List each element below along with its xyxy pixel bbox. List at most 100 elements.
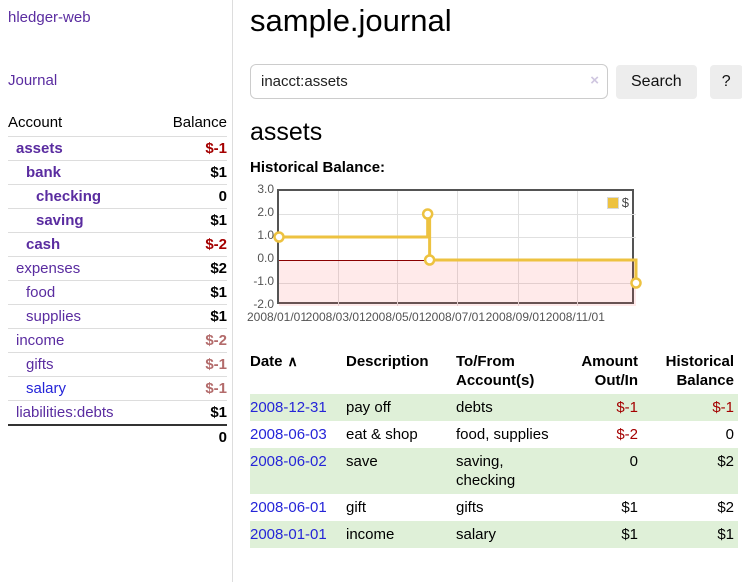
x-axis-tick: 2008/11/01: [545, 310, 605, 324]
transaction-date-link[interactable]: 2008-06-03: [250, 426, 327, 443]
register-row: 2008-06-03 eat & shop food, supplies $-2 0: [250, 421, 738, 448]
y-axis-tick: 3.0: [257, 182, 274, 196]
accounts-header-balance: Balance: [172, 114, 227, 131]
search-box: ×: [250, 64, 608, 99]
historical-balance-chart: $ 3.0 2.0 1.0 0.0 -1.0 -2.0 2008/01/01 2008/03/…: [247, 182, 680, 333]
register-header-row: Date ∧ Description To/From Account(s) Amo…: [250, 350, 738, 394]
transaction-description: save: [346, 453, 378, 470]
account-row: gifts $-1: [8, 352, 227, 377]
x-axis-tick: 2008/09/01: [485, 310, 546, 324]
account-link-food[interactable]: food: [26, 284, 56, 301]
legend-label: $: [621, 195, 629, 210]
account-row: salary $-1: [8, 376, 227, 401]
transaction-balance: $-1: [712, 399, 734, 416]
app-title-link[interactable]: hledger-web: [8, 9, 91, 26]
account-link-income[interactable]: income: [16, 332, 65, 349]
account-balance: $-1: [205, 140, 227, 157]
y-axis-tick: -2.0: [253, 297, 274, 311]
x-axis-tick: 2008/05/01: [365, 310, 426, 324]
search-input[interactable]: [250, 64, 608, 99]
account-link-supplies[interactable]: supplies: [26, 308, 82, 325]
clear-icon[interactable]: ×: [590, 72, 599, 89]
main-content: sample.journal × Search ? assets Histori…: [233, 0, 742, 582]
account-link-cash[interactable]: cash: [26, 236, 61, 253]
transaction-date-link[interactable]: 2008-06-02: [250, 453, 327, 470]
app-title: hledger-web: [8, 9, 227, 26]
transaction-accounts: gifts: [456, 499, 484, 516]
page-title: sample.journal: [250, 3, 452, 38]
x-axis-tick: 2008/07/01: [424, 310, 486, 324]
account-balance: $-2: [205, 332, 227, 349]
transaction-date-link[interactable]: 2008-06-01: [250, 499, 327, 516]
transaction-balance: 0: [725, 426, 734, 443]
account-link-checking[interactable]: checking: [36, 188, 102, 205]
transaction-accounts: salary: [456, 526, 497, 543]
account-heading: assets: [250, 118, 323, 146]
account-link-assets[interactable]: assets: [16, 140, 63, 157]
transaction-amount: $-2: [616, 426, 638, 443]
account-row: cash $-2: [8, 232, 227, 257]
account-link-expenses[interactable]: expenses: [16, 260, 81, 277]
account-row: income $-2: [8, 328, 227, 353]
transaction-date-link[interactable]: 2008-01-01: [250, 526, 327, 543]
transaction-balance: $2: [717, 499, 734, 516]
account-balance: $-1: [205, 356, 227, 373]
register-header-accounts: To/From Account(s): [456, 353, 535, 389]
account-link-liabilities-debts[interactable]: liabilities:debts: [16, 404, 114, 421]
account-balance: $1: [210, 308, 227, 325]
register-row: 2008-01-01 income salary $1 $1: [250, 521, 738, 548]
transaction-amount: 0: [629, 453, 638, 470]
transaction-amount: $1: [621, 526, 638, 543]
account-link-gifts[interactable]: gifts: [26, 356, 54, 373]
search-button[interactable]: Search: [616, 64, 697, 99]
y-axis-tick: 1.0: [257, 228, 274, 242]
transaction-accounts: saving, checking: [456, 453, 516, 489]
account-balance: $1: [210, 212, 227, 229]
transaction-amount: $-1: [616, 399, 638, 416]
y-axis-tick: 0.0: [257, 251, 274, 265]
account-row: expenses $2: [8, 256, 227, 281]
sort-asc-icon: ∧: [287, 353, 298, 369]
account-balance: $-2: [205, 236, 227, 253]
account-balance: $1: [210, 164, 227, 181]
register-header-balance: Historical Balance: [665, 353, 734, 389]
account-link-saving[interactable]: saving: [36, 212, 84, 229]
transaction-description: pay off: [346, 399, 391, 416]
sidebar-item-journal[interactable]: Journal: [8, 72, 58, 89]
accounts-header-row: Account Balance: [8, 110, 227, 137]
y-axis-tick: 2.0: [257, 205, 274, 219]
register-header-date[interactable]: Date ∧: [250, 353, 298, 370]
chart-canvas: [273, 191, 642, 306]
register-row: 2008-12-31 pay off debts $-1 $-1: [250, 394, 738, 421]
account-row: checking 0: [8, 184, 227, 209]
accounts-header-account: Account: [8, 114, 63, 131]
account-balance: 0: [218, 188, 227, 205]
help-button[interactable]: ?: [709, 64, 742, 99]
transaction-balance: $2: [717, 453, 734, 470]
transaction-accounts: debts: [456, 399, 493, 416]
accounts-total-row: 0: [8, 425, 227, 449]
register-table: Date ∧ Description To/From Account(s) Amo…: [250, 350, 738, 548]
account-link-salary[interactable]: salary: [26, 380, 67, 397]
account-balance: $1: [210, 404, 227, 421]
account-row: saving $1: [8, 208, 227, 233]
account-balance: $2: [210, 260, 227, 277]
y-axis-tick: -1.0: [253, 274, 274, 288]
account-balance: $1: [210, 284, 227, 301]
account-balance: $-1: [205, 380, 227, 397]
transaction-description: gift: [346, 499, 367, 516]
account-row: supplies $1: [8, 304, 227, 329]
sidebar: hledger-web Journal Account Balance asse…: [0, 0, 233, 582]
transaction-date-link[interactable]: 2008-12-31: [250, 399, 327, 416]
accounts-table: Account Balance assets $-1 bank $1 checking 0…: [8, 110, 227, 449]
register-row: 2008-06-01 gift gifts $1 $2: [250, 494, 738, 521]
transaction-description: income: [346, 526, 395, 543]
chart-plot-area: $: [273, 189, 642, 306]
chart-legend: $: [606, 195, 629, 210]
legend-swatch: [606, 196, 619, 209]
search-form: × Search ?: [250, 64, 742, 99]
register-header-amount: Amount Out/In: [581, 353, 638, 389]
account-link-bank[interactable]: bank: [26, 164, 62, 181]
transaction-accounts: food, supplies: [456, 426, 549, 443]
chart-title: Historical Balance:: [250, 159, 386, 176]
